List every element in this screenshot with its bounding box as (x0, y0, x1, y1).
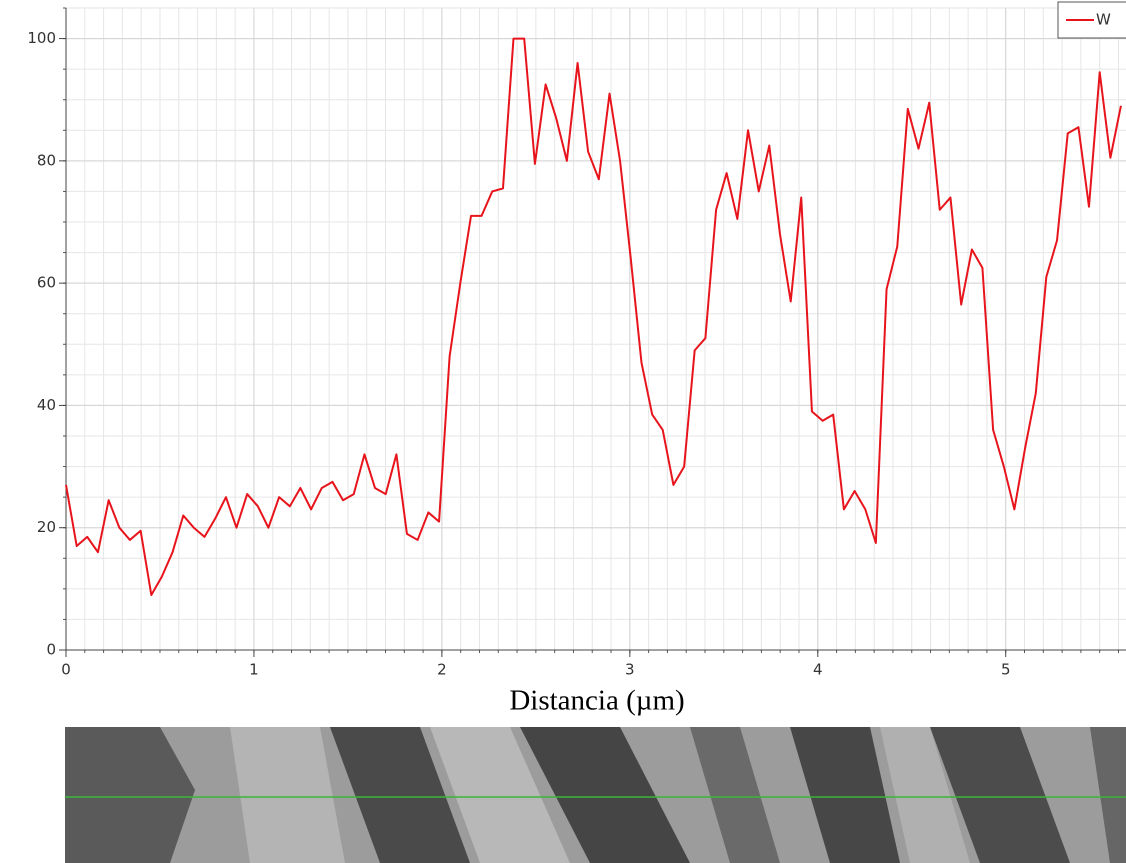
x-tick-label: 0 (61, 661, 71, 679)
y-tick-label: 60 (37, 274, 56, 292)
x-tick-label: 5 (1001, 661, 1011, 679)
y-tick-label: 100 (27, 29, 56, 47)
legend: W (1058, 2, 1126, 38)
data-line (66, 39, 1121, 595)
y-tick-label: 40 (37, 396, 56, 414)
x-tick-label: 3 (625, 661, 635, 679)
x-tick-label: 2 (437, 661, 447, 679)
y-tick-label: 20 (37, 518, 56, 536)
plot (66, 39, 1121, 595)
x-tick-label: 1 (249, 661, 259, 679)
x-axis-label: Distancia (µm) (509, 685, 684, 717)
sem-image (65, 727, 1126, 863)
legend-label: W (1096, 11, 1111, 29)
grid: 0 20 40 60 80 100 0 1 2 3 4 5 (27, 8, 1126, 679)
page: {"chart_data": {"type": "line", "x_label… (0, 0, 1126, 863)
y-tick-label: 80 (37, 151, 56, 169)
y-tick-label: 0 (46, 641, 56, 659)
x-tick-label: 4 (813, 661, 823, 679)
chart: 0 20 40 60 80 100 0 1 2 3 4 5 Distancia (µm) W (0, 0, 1126, 863)
